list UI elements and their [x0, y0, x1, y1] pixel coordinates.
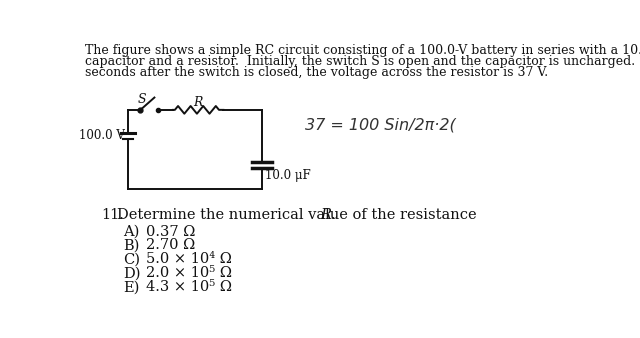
Text: S: S [138, 93, 147, 106]
Text: 11.: 11. [102, 209, 125, 222]
Text: 37 = 100 Sin/2π·2(: 37 = 100 Sin/2π·2( [305, 118, 456, 132]
Text: 2.0 × 10⁵ Ω: 2.0 × 10⁵ Ω [146, 266, 232, 280]
Text: 5.0 × 10⁴ Ω: 5.0 × 10⁴ Ω [146, 252, 232, 266]
Text: seconds after the switch is closed, the voltage across the resistor is 37 V.: seconds after the switch is closed, the … [84, 66, 548, 79]
Text: 4.3 × 10⁵ Ω: 4.3 × 10⁵ Ω [146, 280, 232, 294]
Text: C): C) [124, 252, 140, 266]
Text: 10.0 μF: 10.0 μF [265, 169, 311, 182]
Text: R.: R. [320, 209, 336, 222]
Text: D): D) [124, 266, 141, 280]
Text: Determine the numerical value of the resistance: Determine the numerical value of the res… [117, 209, 481, 222]
Text: A): A) [124, 224, 140, 239]
Text: E): E) [124, 280, 140, 294]
Text: B): B) [124, 239, 140, 252]
Text: 2.70 Ω: 2.70 Ω [146, 239, 195, 252]
Text: capacitor and a resistor.  Initially, the switch S is open and the capacitor is : capacitor and a resistor. Initially, the… [84, 55, 640, 68]
Text: The figure shows a simple RC circuit consisting of a 100.0-V battery in series w: The figure shows a simple RC circuit con… [84, 44, 640, 57]
Text: 0.37 Ω: 0.37 Ω [146, 224, 195, 239]
Text: 100.0 V: 100.0 V [79, 129, 125, 142]
Text: R: R [193, 96, 203, 109]
